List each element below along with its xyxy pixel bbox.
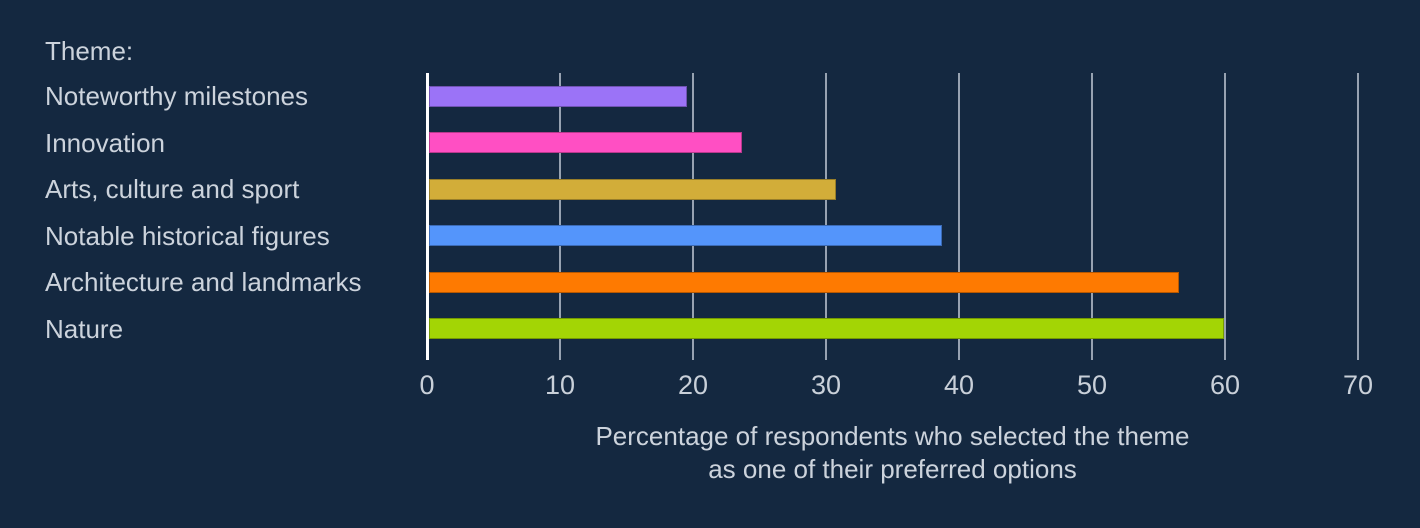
category-label: Nature	[45, 313, 124, 344]
gridline-x-20	[692, 73, 694, 360]
x-tick-label-10: 10	[544, 370, 576, 400]
bar-nature	[429, 318, 1225, 340]
bar-notable-historical-figures	[429, 225, 943, 247]
bar-noteworthy-milestones	[429, 85, 688, 107]
x-axis-label-line-1: Percentage of respondents who selected t…	[595, 421, 1190, 451]
gridline-x-40	[958, 73, 960, 360]
bar-architecture-and-landmarks	[429, 271, 1180, 293]
x-tick-label-70: 70	[1342, 370, 1374, 400]
x-tick-label-40: 40	[943, 370, 975, 400]
x-tick-label-50: 50	[1076, 370, 1108, 400]
gridline-x-70	[1357, 73, 1359, 360]
bar-arts-culture-and-sport	[429, 178, 836, 200]
x-tick-label-0: 0	[419, 370, 435, 400]
x-axis-label-line-2: as one of their preferred options	[708, 454, 1077, 484]
bar-innovation	[429, 132, 742, 154]
category-label: Noteworthy milestones	[45, 81, 308, 112]
category-label: Innovation	[45, 127, 165, 158]
gridline-x-50	[1091, 73, 1093, 360]
gridline-x-60	[1224, 73, 1226, 360]
gridline-x-10	[559, 73, 561, 360]
x-tick-label-20: 20	[677, 370, 709, 400]
category-label: Arts, culture and sport	[45, 174, 300, 205]
x-tick-label-30: 30	[810, 370, 842, 400]
gridline-x-30	[825, 73, 827, 360]
category-label: Architecture and landmarks	[45, 267, 362, 298]
x-tick-label-60: 60	[1209, 370, 1241, 400]
y-axis-line	[426, 73, 429, 360]
x-axis-label: Percentage of respondents who selected t…	[427, 420, 1358, 486]
category-label: Notable historical figures	[45, 220, 330, 251]
chart-title: Theme:	[45, 36, 134, 66]
